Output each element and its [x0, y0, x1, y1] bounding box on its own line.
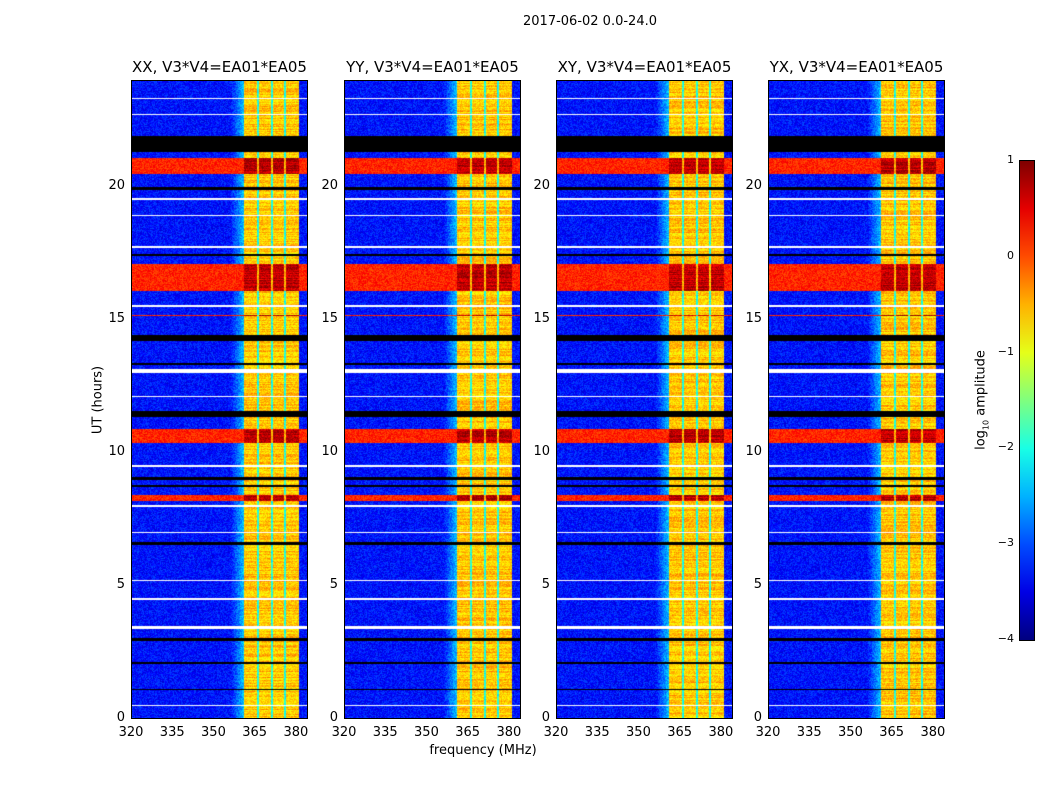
colorbar-tick-label: −4: [997, 632, 1014, 645]
y-tick-label: 5: [541, 576, 550, 592]
x-tick-label: 350: [414, 725, 439, 740]
y-tick-label: 10: [321, 443, 338, 459]
heatmap-xy: [556, 80, 733, 719]
panel-title: XY, V3*V4=EA01*EA05: [557, 58, 732, 76]
y-tick-label: 0: [753, 710, 762, 725]
x-tick-label: 335: [372, 725, 398, 740]
y-tick-label: 5: [329, 576, 338, 592]
x-tick-label: 365: [879, 725, 905, 740]
panel-title: XX, V3*V4=EA01*EA05: [132, 58, 307, 76]
y-tick-label: 15: [108, 310, 125, 326]
y-tick-label: 0: [541, 710, 550, 725]
x-tick-label: 380: [708, 725, 734, 740]
panel-title: YX, V3*V4=EA01*EA05: [769, 58, 944, 76]
colorbar-tick-label: −2: [997, 440, 1014, 454]
y-tick-label: 5: [116, 576, 125, 592]
colorbar-label: log10 amplitude: [973, 350, 991, 450]
y-tick-label: 10: [745, 443, 762, 459]
x-tick-label: 365: [455, 725, 481, 740]
x-tick-label: 365: [242, 725, 268, 740]
panel-title: YY, V3*V4=EA01*EA05: [346, 58, 519, 76]
y-tick-label: 15: [745, 310, 762, 326]
y-tick-label: 20: [745, 177, 762, 193]
y-tick-label: 10: [533, 443, 550, 459]
x-tick-label: 335: [584, 725, 610, 740]
x-tick-label: 380: [920, 725, 946, 740]
colorbar: [1019, 160, 1035, 641]
x-tick-label: 320: [755, 725, 781, 740]
panel-yy: YY, V3*V4=EA01*EA05 320 335 350 365 380 0 5 10 1…: [321, 58, 521, 740]
heatmap-yx: [768, 80, 945, 719]
panel-xx: XX, V3*V4=EA01*EA05 320 335 350 365 380 0 5 10 1…: [108, 58, 308, 740]
y-tick-label: 0: [329, 710, 338, 725]
x-tick-label: 320: [331, 725, 357, 740]
heatmap-xx: [131, 80, 308, 719]
y-tick-label: 5: [753, 576, 762, 592]
y-tick-label: 0: [116, 710, 125, 725]
y-tick-label: 20: [321, 177, 338, 193]
x-tick-label: 320: [543, 725, 569, 740]
x-tick-label: 350: [838, 725, 863, 740]
y-tick-label: 20: [533, 177, 550, 193]
x-tick-label: 320: [118, 725, 144, 740]
figure-title: 2017-06-02 0.0-24.0: [523, 14, 657, 29]
x-tick-label: 335: [796, 725, 822, 740]
x-axis-label: frequency (MHz): [429, 743, 537, 758]
panel-yx: YX, V3*V4=EA01*EA05 320 335 350 365 380 0 5 10 1…: [745, 58, 945, 740]
colorbar-tick-label: 0: [1007, 248, 1014, 262]
y-tick-label: 15: [533, 310, 550, 326]
x-tick-label: 380: [496, 725, 522, 740]
y-tick-label: 20: [108, 177, 125, 193]
x-tick-label: 350: [626, 725, 651, 740]
x-tick-label: 350: [201, 725, 226, 740]
x-tick-label: 380: [283, 725, 309, 740]
y-axis-label: UT (hours): [90, 365, 106, 435]
x-tick-label: 365: [667, 725, 693, 740]
heatmap-yy: [344, 80, 521, 719]
panel-xy: XY, V3*V4=EA01*EA05 320 335 350 365 380 0 5 10 1…: [533, 58, 733, 740]
y-tick-label: 10: [108, 443, 125, 459]
colorbar-tick-label: −1: [997, 344, 1014, 358]
colorbar-tick-label: −3: [997, 536, 1014, 550]
colorbar-tick-label: 1: [1007, 153, 1014, 166]
x-tick-label: 335: [159, 725, 185, 740]
y-tick-label: 15: [321, 310, 338, 326]
